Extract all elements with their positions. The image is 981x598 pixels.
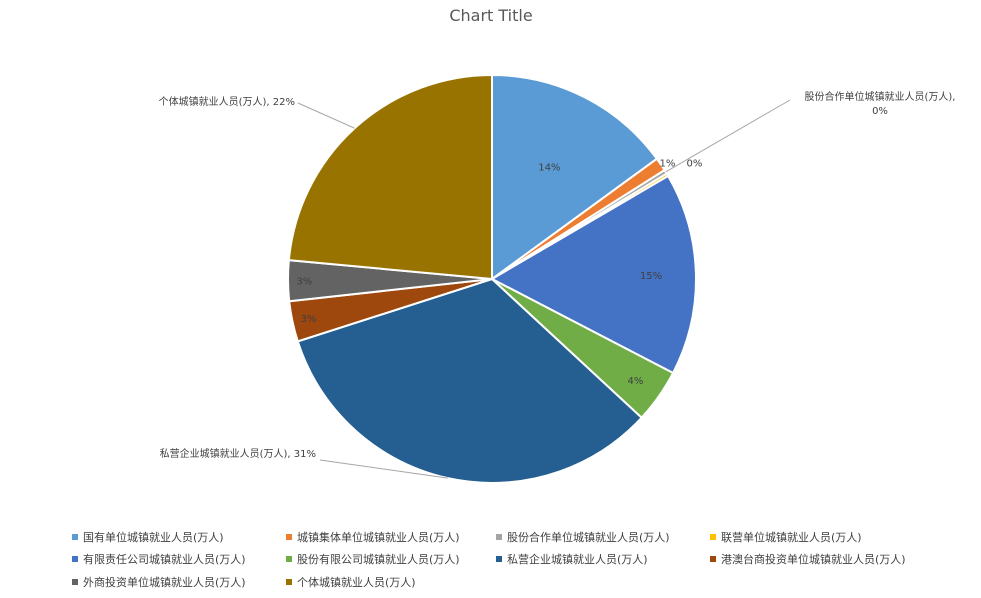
leader-line: [297, 102, 355, 129]
slice-data-label: 14%: [538, 162, 560, 173]
legend-entry: 国有单位城镇就业人员(万人): [83, 530, 224, 544]
legend-swatch: [72, 579, 78, 585]
legend-entry: 港澳台商投资单位城镇就业人员(万人): [721, 552, 906, 566]
legend-entry: 个体城镇就业人员(万人): [297, 575, 416, 589]
legend-swatch: [286, 534, 292, 540]
legend-entry: 私营企业城镇就业人员(万人): [507, 552, 648, 566]
legend-swatch: [710, 534, 716, 540]
slice-data-label: 4%: [628, 376, 644, 387]
leader-line: [665, 99, 791, 173]
slice-data-label: 3%: [301, 314, 317, 325]
slice-data-label: 3%: [296, 277, 312, 288]
pie-slice: [491, 73, 659, 281]
data-labels: 14% 1% 股份合作单位城镇就业人员(万人), 0% 0% 15% 4% 私营企业城镇就业人…: [159, 90, 956, 460]
legend-entry: 股份有限公司城镇就业人员(万人): [297, 552, 460, 566]
slice-data-label: 股份合作单位城镇就业人员(万人), 0%: [805, 90, 956, 117]
pie-slice: [296, 277, 644, 484]
legend: 国有单位城镇就业人员(万人) 城镇集体单位城镇就业人员(万人) 股份合作单位城镇就业…: [72, 530, 906, 589]
slice-data-label: 0%: [687, 158, 703, 169]
legend-swatch: [496, 556, 502, 562]
leader-lines: [297, 99, 791, 479]
legend-swatch: [286, 556, 292, 562]
leader-line: [319, 459, 448, 479]
pie-slices: [287, 73, 697, 484]
slice-data-label: 私营企业城镇就业人员(万人), 31%: [160, 447, 316, 460]
legend-swatch: [496, 534, 502, 540]
legend-entry: 联营单位城镇就业人员(万人): [721, 530, 862, 544]
legend-swatch: [710, 556, 716, 562]
legend-swatch: [72, 534, 78, 540]
slice-data-label: 15%: [640, 271, 662, 282]
legend-entry: 外商投资单位城镇就业人员(万人): [83, 575, 246, 589]
legend-swatch: [286, 579, 292, 585]
slice-data-label: 1%: [659, 159, 675, 170]
legend-swatch: [72, 556, 78, 562]
legend-entry: 有限责任公司城镇就业人员(万人): [83, 552, 246, 566]
slice-data-label: 个体城镇就业人员(万人), 22%: [159, 95, 295, 108]
chart-title: Chart Title: [449, 6, 532, 25]
legend-entry: 股份合作单位城镇就业人员(万人): [507, 530, 670, 544]
legend-entry: 城镇集体单位城镇就业人员(万人): [297, 530, 460, 544]
pie-slice: [489, 174, 697, 375]
pie-slice: [287, 73, 493, 281]
